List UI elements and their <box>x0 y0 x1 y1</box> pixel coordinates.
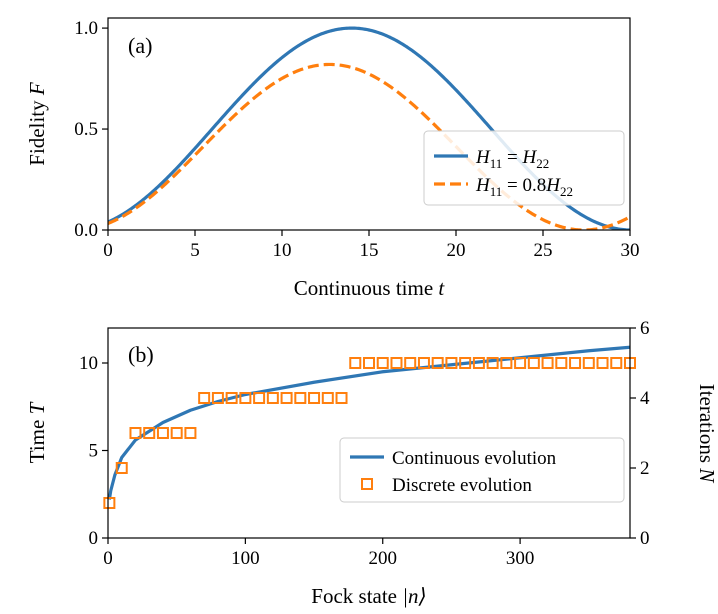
x-tick-label: 30 <box>621 240 640 261</box>
legend-entry-h11-eq-h22: H11 = H22 <box>475 147 549 171</box>
y-tick-label: 1.0 <box>74 18 98 39</box>
panel-b-x-ticks: 0 100 200 300 <box>103 538 534 569</box>
discrete-marker <box>417 357 430 369</box>
panel-a-x-axis-label: Continuous time t <box>294 276 446 300</box>
discrete-marker <box>500 357 513 369</box>
y-tick-label: 0.0 <box>74 220 98 241</box>
discrete-marker <box>335 392 348 404</box>
panel-b-tag: (b) <box>128 342 154 367</box>
x-tick-label: 15 <box>360 240 379 261</box>
discrete-marker <box>198 392 211 404</box>
discrete-marker <box>294 392 307 404</box>
panel-b-frame <box>107 327 631 539</box>
legend-entry-h11-eq-08h22: H11 = 0.8H22 <box>475 175 573 199</box>
panel-a-x-ticks: 0 5 10 15 20 25 30 <box>103 230 640 261</box>
series-line-h11-eq-08h22 <box>108 62 630 230</box>
right-y-tick-label: 4 <box>640 388 650 409</box>
right-y-tick-label: 6 <box>640 318 650 339</box>
discrete-marker <box>184 427 197 439</box>
discrete-marker <box>390 357 403 369</box>
discrete-marker <box>541 357 554 369</box>
y-tick-label: 5 <box>89 441 99 462</box>
x-tick-label: 300 <box>506 548 535 569</box>
panel-b-markers-layer <box>103 357 636 509</box>
panel-a-y-axis-label: Fidelity F <box>25 82 49 166</box>
discrete-marker <box>156 427 169 439</box>
panel-b-y-axis-label: Time T <box>25 401 49 463</box>
discrete-marker <box>115 462 128 474</box>
legend-marker-open-square <box>361 478 373 490</box>
discrete-marker <box>404 357 417 369</box>
discrete-marker <box>129 427 142 439</box>
discrete-marker <box>514 357 527 369</box>
discrete-marker <box>266 392 279 404</box>
x-tick-label: 0 <box>103 240 113 261</box>
x-tick-label: 100 <box>231 548 260 569</box>
panel-a-legend-box <box>423 130 625 206</box>
discrete-marker <box>459 357 472 369</box>
discrete-marker <box>253 392 266 404</box>
discrete-marker <box>349 357 362 369</box>
discrete-marker <box>280 392 293 404</box>
y-tick-label: 10 <box>79 353 98 374</box>
discrete-marker <box>376 357 389 369</box>
discrete-marker <box>363 357 375 369</box>
discrete-marker <box>582 357 595 369</box>
discrete-marker <box>555 357 568 369</box>
x-tick-label: 5 <box>190 240 200 261</box>
x-tick-label: 200 <box>368 548 397 569</box>
panel-b-right-y-axis-label: Iterations N <box>695 384 718 484</box>
right-y-tick-label: 0 <box>640 528 650 549</box>
discrete-marker <box>103 497 116 509</box>
discrete-marker <box>472 357 485 369</box>
discrete-marker <box>143 427 156 439</box>
y-tick-label: 0.5 <box>74 119 98 140</box>
discrete-marker <box>321 392 334 404</box>
discrete-marker <box>610 357 623 369</box>
panel-a-legend: H11 = H22 H11 = 0.8H22 <box>423 130 625 206</box>
panel-a: 0 5 10 15 20 25 30 0.0 0.5 1.0 (a) Continuous ti… <box>25 17 640 300</box>
panel-b-x-axis-label: Fock state |n⟩ <box>311 584 426 608</box>
right-y-tick-label: 2 <box>640 458 650 479</box>
y-tick-label: 0 <box>89 528 99 549</box>
discrete-marker <box>569 357 582 369</box>
panel-b-legend-box <box>339 437 625 503</box>
discrete-marker <box>445 357 458 369</box>
discrete-marker <box>308 392 321 404</box>
panel-a-y-ticks: 0.0 0.5 1.0 <box>74 18 108 241</box>
discrete-marker <box>170 427 183 439</box>
panel-b-right-y-ticks: 0 2 4 6 <box>630 318 650 549</box>
discrete-marker <box>486 357 499 369</box>
discrete-marker <box>225 392 238 404</box>
discrete-marker <box>596 357 609 369</box>
panel-b-y-ticks: 0 5 10 <box>79 353 108 549</box>
discrete-marker <box>431 357 444 369</box>
discrete-marker <box>527 357 540 369</box>
legend-entry-discrete-evolution: Discrete evolution <box>392 475 532 496</box>
x-tick-label: 0 <box>103 548 113 569</box>
x-tick-label: 20 <box>447 240 466 261</box>
legend-entry-continuous-evolution: Continuous evolution <box>392 448 557 469</box>
discrete-marker <box>239 392 252 404</box>
x-tick-label: 25 <box>534 240 553 261</box>
panel-a-tag: (a) <box>128 33 152 58</box>
panel-b-legend: Continuous evolution Discrete evolution <box>339 437 625 503</box>
discrete-marker <box>211 392 224 404</box>
x-tick-label: 10 <box>273 240 292 261</box>
